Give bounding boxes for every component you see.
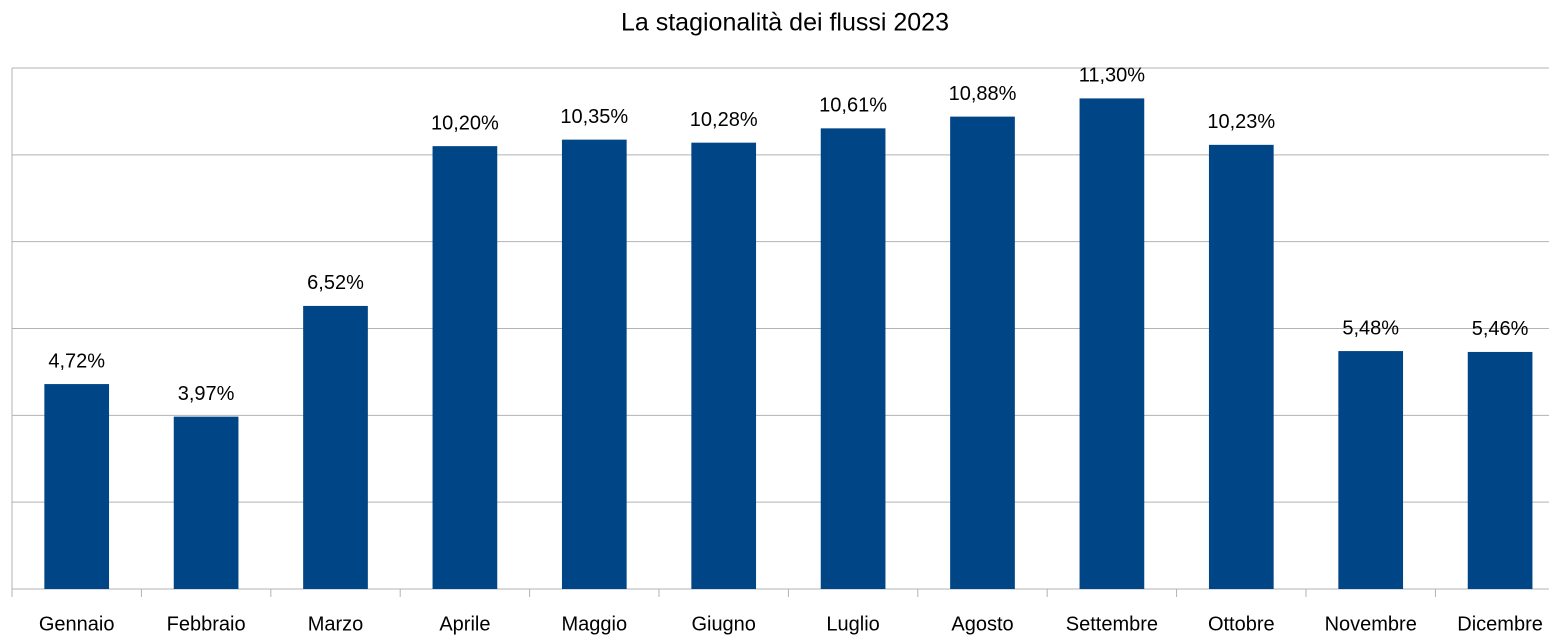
x-tick-label: Settembre: [1066, 613, 1158, 635]
x-tick-label: Giugno: [691, 613, 756, 635]
bar: [303, 305, 368, 589]
data-label: 5,46%: [1472, 318, 1529, 340]
bar: [44, 384, 110, 589]
data-label: 6,52%: [307, 272, 364, 294]
bar: [1208, 144, 1274, 589]
data-label: 11,30%: [1079, 65, 1146, 87]
bar: [1079, 98, 1145, 590]
data-label: 5,48%: [1342, 317, 1399, 339]
x-tick-label: Gennaio: [39, 613, 115, 635]
bar: [432, 146, 498, 589]
bar: [820, 128, 886, 589]
x-tick-label: Marzo: [308, 613, 364, 635]
chart-title: La stagionalità dei flussi 2023: [621, 9, 949, 37]
bar: [173, 416, 239, 589]
bar: [950, 116, 1015, 590]
bar: [561, 139, 627, 589]
data-label: 10,28%: [690, 109, 758, 131]
data-label: 10,35%: [560, 106, 628, 128]
data-label: 10,88%: [949, 83, 1017, 105]
x-tick-label: Ottobre: [1208, 613, 1275, 635]
data-label: 3,97%: [178, 383, 235, 405]
x-tick-label: Maggio: [561, 613, 627, 635]
data-label: 10,61%: [819, 95, 887, 117]
x-tick-label: Agosto: [951, 613, 1013, 635]
bar: [1338, 351, 1404, 589]
bar: [1467, 351, 1533, 589]
x-tick-label: Dicembre: [1457, 613, 1543, 635]
data-label: 4,72%: [48, 350, 105, 372]
x-tick-label: Novembre: [1325, 613, 1417, 635]
data-label: 10,20%: [431, 112, 499, 134]
bar: [691, 142, 757, 589]
x-tick-label: Febbraio: [167, 613, 246, 635]
x-tick-label: Luglio: [826, 613, 879, 635]
x-tick-label: Aprile: [439, 613, 490, 635]
data-label: 10,23%: [1207, 111, 1275, 133]
